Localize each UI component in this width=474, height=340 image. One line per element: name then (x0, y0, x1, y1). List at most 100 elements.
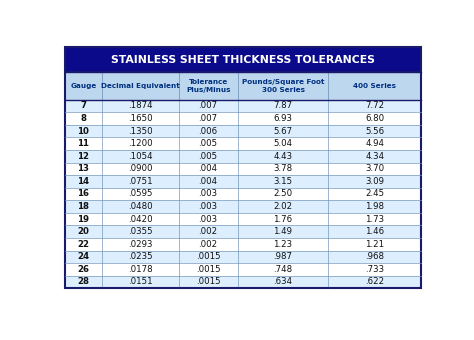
Text: 7: 7 (81, 101, 87, 110)
Text: .0480: .0480 (128, 202, 153, 211)
Text: .0178: .0178 (128, 265, 153, 274)
Text: .003: .003 (199, 202, 218, 211)
Text: Pounds/Square Foot: Pounds/Square Foot (242, 79, 324, 85)
Text: 1.23: 1.23 (273, 240, 292, 249)
Text: 1.73: 1.73 (365, 215, 384, 224)
Text: 6.80: 6.80 (365, 114, 384, 123)
Text: .005: .005 (199, 139, 218, 148)
Text: .0015: .0015 (196, 252, 220, 261)
Text: .748: .748 (273, 265, 292, 274)
Text: .987: .987 (273, 252, 292, 261)
Text: .0355: .0355 (128, 227, 153, 236)
Text: .007: .007 (199, 101, 218, 110)
Text: 10: 10 (78, 126, 90, 136)
FancyBboxPatch shape (65, 100, 421, 112)
FancyBboxPatch shape (65, 175, 421, 188)
Text: 3.09: 3.09 (365, 177, 384, 186)
FancyBboxPatch shape (65, 263, 421, 276)
Text: STAINLESS SHEET THICKNESS TOLERANCES: STAINLESS SHEET THICKNESS TOLERANCES (111, 55, 375, 65)
Text: 16: 16 (77, 189, 90, 199)
Text: .0595: .0595 (128, 189, 153, 199)
Text: .003: .003 (199, 215, 218, 224)
Text: 26: 26 (77, 265, 90, 274)
FancyBboxPatch shape (65, 150, 421, 163)
Text: 18: 18 (77, 202, 90, 211)
Text: .002: .002 (199, 227, 218, 236)
Text: 5.56: 5.56 (365, 126, 384, 136)
Text: .0015: .0015 (196, 265, 220, 274)
Text: 13: 13 (77, 164, 90, 173)
Text: .006: .006 (199, 126, 218, 136)
Text: 1.98: 1.98 (365, 202, 384, 211)
Text: .1350: .1350 (128, 126, 153, 136)
Text: 2.50: 2.50 (273, 189, 292, 199)
FancyBboxPatch shape (65, 200, 421, 213)
FancyBboxPatch shape (65, 188, 421, 200)
Text: .622: .622 (365, 277, 384, 286)
Text: 11: 11 (77, 139, 90, 148)
Text: .0751: .0751 (128, 177, 153, 186)
Text: 1.76: 1.76 (273, 215, 292, 224)
Text: 3.15: 3.15 (273, 177, 292, 186)
FancyBboxPatch shape (65, 125, 421, 137)
Text: .634: .634 (273, 277, 292, 286)
Text: 28: 28 (77, 277, 90, 286)
Text: .0151: .0151 (128, 277, 153, 286)
Text: .0293: .0293 (128, 240, 153, 249)
Text: 6.93: 6.93 (273, 114, 292, 123)
Text: Plus/Minus: Plus/Minus (186, 87, 230, 94)
Text: 400 Series: 400 Series (353, 83, 396, 89)
Text: .1200: .1200 (128, 139, 153, 148)
Text: .005: .005 (199, 152, 218, 161)
Text: 19: 19 (77, 215, 90, 224)
Text: Gauge: Gauge (70, 83, 97, 89)
Text: .007: .007 (199, 114, 218, 123)
Text: 8: 8 (81, 114, 86, 123)
Text: 300 Series: 300 Series (262, 87, 304, 94)
Text: 3.78: 3.78 (273, 164, 292, 173)
Text: 4.34: 4.34 (365, 152, 384, 161)
Text: 14: 14 (77, 177, 90, 186)
Text: 4.94: 4.94 (365, 139, 384, 148)
FancyBboxPatch shape (65, 238, 421, 251)
FancyBboxPatch shape (65, 72, 421, 100)
Text: 20: 20 (78, 227, 90, 236)
Text: 7.87: 7.87 (273, 101, 292, 110)
Text: .0900: .0900 (128, 164, 153, 173)
Text: 2.45: 2.45 (365, 189, 384, 199)
Text: 5.04: 5.04 (273, 139, 292, 148)
Text: 24: 24 (77, 252, 90, 261)
Text: 3.70: 3.70 (365, 164, 384, 173)
Text: 4.43: 4.43 (273, 152, 292, 161)
Text: .1874: .1874 (128, 101, 153, 110)
Text: .1054: .1054 (128, 152, 153, 161)
Text: 22: 22 (77, 240, 90, 249)
Text: 12: 12 (77, 152, 90, 161)
Text: Decimal Equivalent: Decimal Equivalent (101, 83, 180, 89)
Text: .0015: .0015 (196, 277, 220, 286)
FancyBboxPatch shape (65, 163, 421, 175)
FancyBboxPatch shape (65, 213, 421, 225)
Text: .004: .004 (199, 177, 218, 186)
Text: Tolerance: Tolerance (189, 79, 228, 85)
Text: 5.67: 5.67 (273, 126, 292, 136)
Text: 2.02: 2.02 (273, 202, 292, 211)
Text: .004: .004 (199, 164, 218, 173)
Text: 1.49: 1.49 (273, 227, 292, 236)
Text: .968: .968 (365, 252, 384, 261)
FancyBboxPatch shape (65, 276, 421, 288)
Text: 7.72: 7.72 (365, 101, 384, 110)
Text: .002: .002 (199, 240, 218, 249)
Text: 1.21: 1.21 (365, 240, 384, 249)
FancyBboxPatch shape (65, 112, 421, 125)
Text: .0235: .0235 (128, 252, 153, 261)
FancyBboxPatch shape (65, 225, 421, 238)
Text: .003: .003 (199, 189, 218, 199)
Text: .1650: .1650 (128, 114, 153, 123)
Text: 1.46: 1.46 (365, 227, 384, 236)
FancyBboxPatch shape (65, 137, 421, 150)
FancyBboxPatch shape (65, 47, 421, 72)
Text: .0420: .0420 (128, 215, 153, 224)
Text: .733: .733 (365, 265, 384, 274)
FancyBboxPatch shape (65, 251, 421, 263)
